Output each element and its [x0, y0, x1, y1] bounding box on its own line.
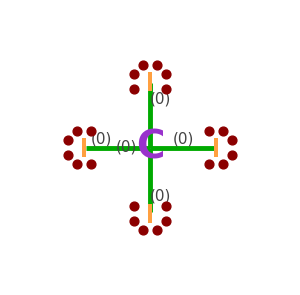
Point	[74, 129, 79, 134]
Point	[65, 153, 70, 157]
Point	[155, 227, 160, 232]
Point	[140, 227, 145, 232]
Point	[230, 153, 235, 157]
Point	[131, 219, 136, 223]
Text: (0): (0)	[173, 131, 194, 146]
FancyBboxPatch shape	[214, 138, 218, 157]
FancyBboxPatch shape	[148, 204, 152, 223]
Point	[131, 204, 136, 209]
Point	[206, 161, 211, 166]
Point	[74, 161, 79, 166]
Text: (0): (0)	[149, 92, 171, 107]
FancyBboxPatch shape	[148, 72, 152, 91]
Point	[155, 63, 160, 68]
FancyBboxPatch shape	[82, 138, 86, 157]
Point	[221, 161, 226, 166]
Point	[206, 129, 211, 134]
Text: (0): (0)	[91, 131, 112, 146]
Point	[131, 86, 136, 91]
Point	[221, 129, 226, 134]
Point	[140, 63, 145, 68]
Point	[230, 138, 235, 142]
Point	[164, 204, 169, 209]
Point	[89, 129, 94, 134]
Text: C: C	[136, 129, 164, 166]
Point	[164, 72, 169, 76]
Point	[65, 138, 70, 142]
Point	[89, 161, 94, 166]
Point	[164, 86, 169, 91]
Point	[131, 72, 136, 76]
Text: (0): (0)	[149, 188, 171, 203]
Text: (0): (0)	[116, 140, 137, 155]
Point	[164, 219, 169, 223]
